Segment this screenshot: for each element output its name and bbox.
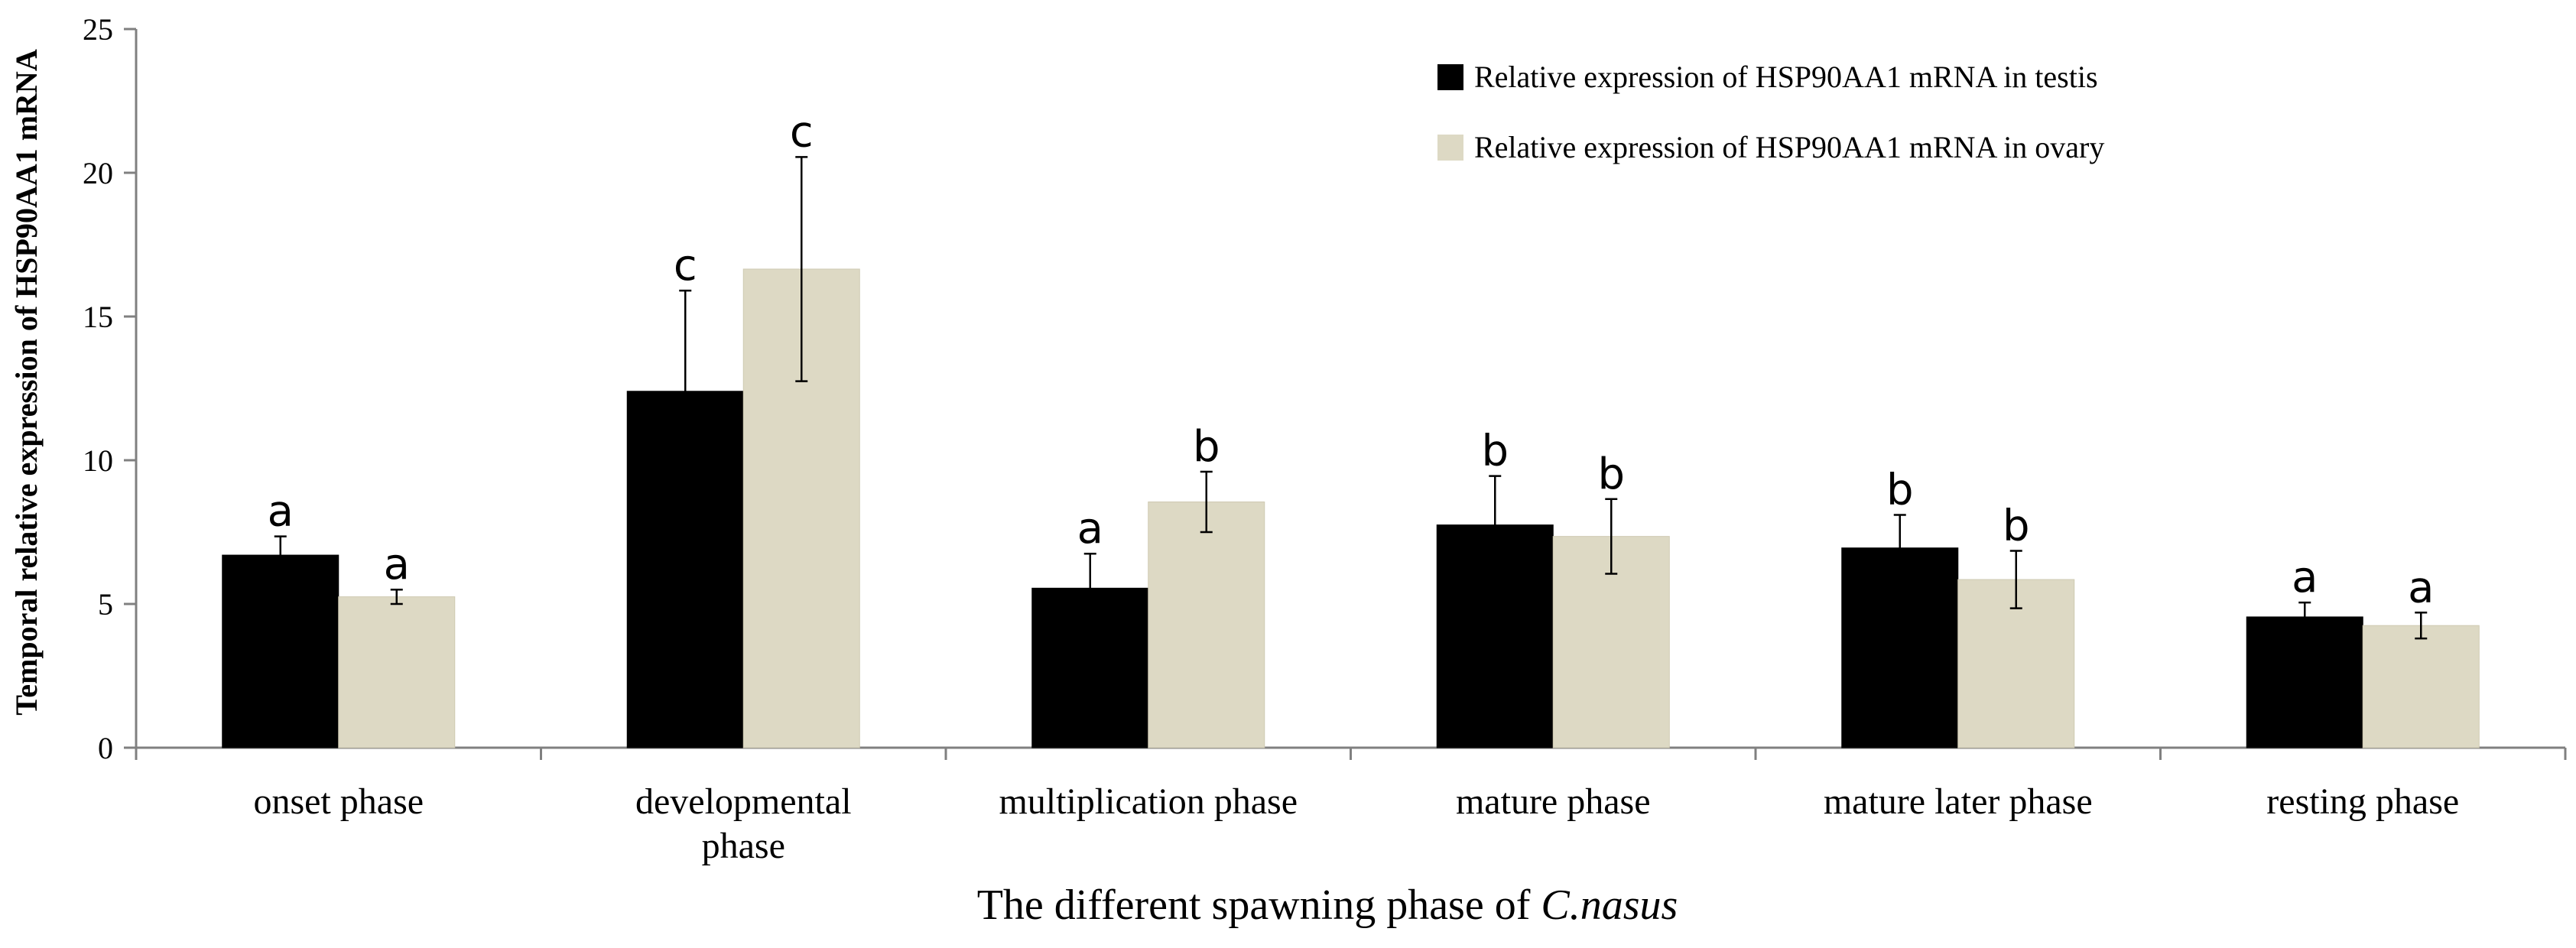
significance-letter: c: [674, 241, 697, 291]
y-tick-label: 15: [83, 300, 113, 334]
error-bars: [274, 156, 2428, 640]
significance-letter: b: [1193, 422, 1220, 472]
significance-letter: a: [1077, 504, 1103, 554]
significance-letter: a: [2292, 553, 2318, 602]
bar-ovary: [2362, 625, 2480, 748]
bars: [222, 268, 2480, 748]
legend-label-ovary: Relative expression of HSP90AA1 mRNA in …: [1474, 130, 2104, 164]
x-axis-title-text: The different spawning phase of: [977, 881, 1531, 929]
legend-label-testis: Relative expression of HSP90AA1 mRNA in …: [1474, 60, 2098, 94]
significance-letter: a: [2408, 563, 2434, 612]
y-tick-label: 10: [83, 443, 113, 478]
bar-ovary: [1148, 502, 1265, 748]
significance-letters: a c a b b a a c b b b a: [268, 107, 2435, 612]
x-tick-label: onset phase: [253, 781, 424, 822]
legend-swatch-ovary: [1437, 135, 1463, 161]
x-tick-label: resting phase: [2266, 781, 2459, 822]
significance-letter: a: [268, 487, 294, 537]
significance-letter: c: [790, 107, 814, 157]
x-tick-label: developmental phase: [635, 781, 852, 866]
significance-letter: b: [1481, 427, 1509, 476]
x-axis-title: The different spawning phase of C.nasus: [977, 881, 1678, 929]
axes: 0 5 10 15 20 25 onset phase developmental phase m…: [83, 12, 2567, 866]
y-tick-label: 25: [83, 12, 113, 47]
significance-letter: a: [384, 540, 410, 589]
y-tick-label: 5: [98, 587, 113, 622]
y-tick-label: 0: [98, 731, 113, 765]
y-tick-label: 20: [83, 156, 113, 190]
bar-testis: [222, 554, 339, 748]
significance-letter: b: [1597, 450, 1625, 499]
x-tick-label: mature phase: [1456, 781, 1651, 822]
significance-letter: b: [2003, 501, 2030, 550]
x-tick-label: mature later phase: [1824, 781, 2093, 822]
bar-testis: [2246, 616, 2363, 748]
y-axis-title: Temporal relative expression of HSP90AA1…: [9, 49, 44, 716]
x-tick-label: multiplication phase: [999, 781, 1298, 822]
x-axis-title-species: C.nasus: [1541, 881, 1678, 929]
legend: Relative expression of HSP90AA1 mRNA in …: [1437, 60, 2104, 164]
bar-ovary: [338, 596, 456, 748]
legend-swatch-testis: [1437, 64, 1463, 90]
significance-letter: b: [1886, 465, 1914, 515]
